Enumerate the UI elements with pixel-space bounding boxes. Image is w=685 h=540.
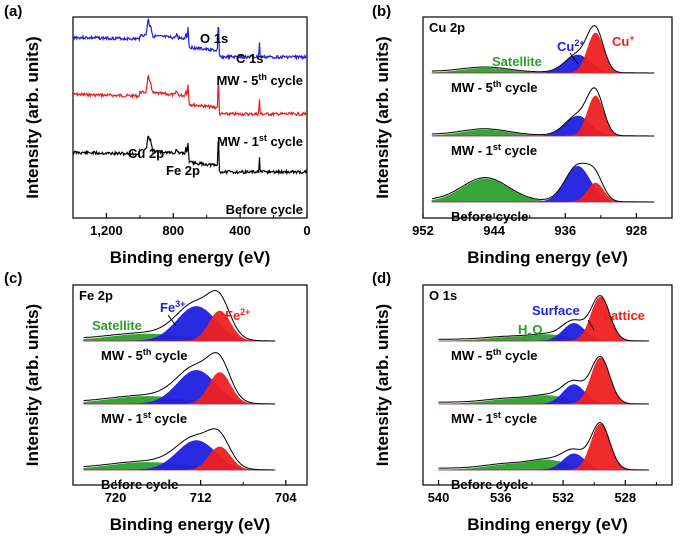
- x-tick-label: 528: [614, 490, 636, 505]
- component-label: Cu2+: [557, 38, 585, 54]
- x-axis-label: Binding energy (eV): [110, 248, 271, 267]
- component-label: Fe2+: [225, 307, 250, 323]
- x-tick-label: 936: [554, 223, 576, 238]
- x-tick-label: 944: [483, 223, 505, 238]
- fit-stack-1: [431, 25, 655, 74]
- panel-label: (b): [372, 3, 391, 20]
- plot-frame: [422, 284, 673, 486]
- y-axis-label: Intensity (arb. units): [373, 36, 392, 198]
- component-label: Cu+: [612, 33, 635, 49]
- plot-frame: [422, 16, 673, 219]
- x-tick-label: 928: [626, 223, 648, 238]
- peak-annotation: Fe 2p: [166, 163, 200, 178]
- component-peak-Fe2: [83, 310, 276, 342]
- panel-title: O 1s: [429, 288, 457, 303]
- fit-stack-1: [83, 290, 276, 342]
- panel-title: Fe 2p: [79, 288, 113, 303]
- series-label: Before cycle: [101, 477, 178, 492]
- fit-envelope: [431, 87, 655, 137]
- x-tick-label: 536: [490, 490, 512, 505]
- component-label: Surface: [532, 303, 580, 318]
- series-label: Before cycle: [451, 209, 528, 224]
- x-axis-label: Binding energy (eV): [467, 248, 628, 267]
- x-tick-label: 400: [229, 223, 251, 238]
- x-tick-label: 704: [275, 490, 297, 505]
- series-label: MW - 5th cycle: [216, 72, 303, 88]
- panel-a: (a) 1,200 800 400 0 Binding energy (eV) Intens…: [4, 3, 311, 267]
- component-peak-Fe2: [83, 446, 276, 471]
- panel-label: (a): [4, 3, 22, 20]
- series-label: Before cycle: [226, 202, 303, 217]
- x-tick-label: 532: [552, 490, 574, 505]
- peak-annotation: O 1s: [200, 31, 228, 46]
- panel-d: (d) 540 536 532 528 Binding energy (eV) Intens…: [372, 270, 673, 534]
- x-tick-label: 720: [105, 490, 127, 505]
- y-axis-label: Intensity (arb. units): [373, 304, 392, 466]
- fit-stack-2: [438, 355, 649, 405]
- fit-stack-2: [83, 352, 276, 405]
- fit-stack-2: [431, 87, 655, 137]
- x-tick-label: 0: [303, 223, 310, 238]
- series-label: MW - 5th cycle: [451, 347, 538, 363]
- plot-frame: [72, 284, 308, 486]
- panel-title: Cu 2p: [429, 20, 465, 35]
- y-axis-label: Intensity (arb. units): [23, 36, 42, 198]
- panel-b: (b) 952 944 936 928 Binding energy (eV) Intens…: [372, 3, 673, 267]
- panel-c: (c) 720 712 704 Binding energy (eV) Intensity…: [4, 270, 308, 534]
- survey-line-2: [72, 74, 308, 118]
- x-tick-label: 540: [428, 490, 450, 505]
- x-axis-label: Binding energy (eV): [110, 515, 271, 534]
- survey-line-3: [72, 135, 308, 176]
- component-peak-Fe2: [83, 372, 276, 405]
- x-axis-label: Binding energy (eV): [467, 515, 628, 534]
- fit-envelope: [431, 162, 655, 203]
- component-label: Fe3+: [160, 299, 185, 315]
- x-tick-label: 712: [190, 490, 212, 505]
- fit-stack-3: [83, 428, 276, 471]
- plot-frame: [72, 16, 308, 219]
- series-label: MW - 1st cycle: [451, 410, 537, 426]
- fit-envelope: [438, 421, 649, 471]
- pointer-arrow: [569, 52, 579, 65]
- fit-envelope: [83, 290, 276, 342]
- x-tick-label: 1,200: [90, 223, 123, 238]
- fit-stack-1: [438, 294, 649, 342]
- y-axis-label: Intensity (arb. units): [23, 304, 42, 466]
- peak-annotation: Cu 2p: [128, 146, 164, 161]
- fit-stack-3: [431, 162, 655, 203]
- pointer-arrow: [587, 319, 595, 331]
- component-label: H2O: [518, 322, 543, 341]
- fit-envelope: [431, 25, 655, 74]
- panel-label: (d): [372, 270, 391, 287]
- series-label: MW - 1st cycle: [451, 142, 537, 158]
- series-label: MW - 5th cycle: [451, 79, 538, 95]
- panel-label: (c): [4, 270, 22, 287]
- fit-stack-3: [438, 421, 649, 471]
- component-label: Satellite: [492, 54, 542, 69]
- peak-annotation: C 1s: [236, 51, 263, 66]
- component-peak-Satellite: [431, 178, 655, 203]
- fit-envelope: [438, 294, 649, 342]
- x-tick-label: 952: [412, 223, 434, 238]
- x-tick-label: 800: [162, 223, 184, 238]
- component-label: Satellite: [92, 318, 142, 333]
- survey-line-1: [72, 17, 308, 61]
- fit-envelope: [438, 355, 649, 405]
- fit-envelope: [83, 352, 276, 405]
- series-label: MW - 5th cycle: [101, 347, 188, 363]
- component-label: Lattice: [603, 308, 645, 323]
- fit-envelope: [83, 428, 276, 471]
- series-label: Before cycle: [451, 477, 528, 492]
- series-label: MW - 1st cycle: [101, 410, 187, 426]
- series-label: MW - 1st cycle: [217, 133, 303, 149]
- pointer-arrow: [167, 314, 177, 327]
